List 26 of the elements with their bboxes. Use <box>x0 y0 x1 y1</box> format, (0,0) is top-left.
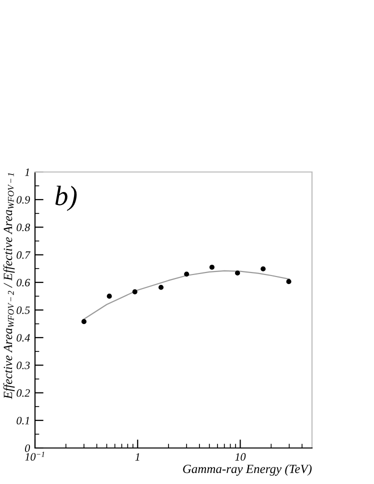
point <box>158 284 164 290</box>
y-tick-label: 0.7 <box>16 251 31 259</box>
point <box>81 319 86 324</box>
y-tick-label: 0.3 <box>16 362 30 370</box>
annotation: b) <box>55 186 77 211</box>
point <box>286 279 292 284</box>
y-tick-label: 0.5 <box>16 306 30 314</box>
x-tick-label: 10 <box>235 453 246 461</box>
point <box>184 272 190 277</box>
point <box>234 270 240 276</box>
y-tick-label: 0.8 <box>16 224 30 232</box>
point <box>260 266 266 272</box>
y-tick-label: 0.9 <box>16 196 30 204</box>
y-tick-label: 0.2 <box>16 389 30 397</box>
y-tick-label: 0.6 <box>16 278 30 286</box>
y-tick-label: 1 <box>24 168 29 176</box>
x-axis-title: Gamma-ray Energy (TeV) <box>183 464 312 476</box>
x-tick-label: 1 <box>135 453 140 461</box>
y-axis-title: Effective Area$_{WFOV−2}$ / Effective Area$_{WFOV−1}$ <box>3 173 15 400</box>
y-tick-label: 0.1 <box>16 416 29 424</box>
point <box>132 289 138 294</box>
point <box>209 264 214 270</box>
y-tick-label: 0 <box>25 444 30 452</box>
y-tick-label: 0.4 <box>16 334 30 342</box>
point <box>106 294 112 299</box>
x-tick-label: 10$^{−1}$ <box>25 452 44 461</box>
